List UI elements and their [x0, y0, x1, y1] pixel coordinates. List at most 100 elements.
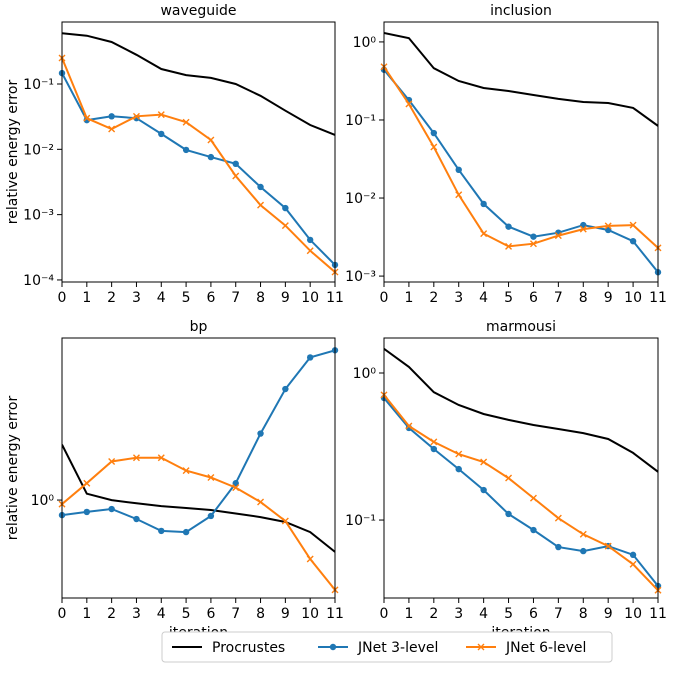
- x-tick-label: 10: [301, 290, 319, 306]
- point: [505, 474, 513, 482]
- point: [530, 526, 537, 534]
- x-tick-label: 11: [649, 606, 667, 622]
- point: [430, 143, 438, 151]
- point: [158, 130, 165, 138]
- point: [306, 236, 314, 244]
- point: [83, 479, 91, 487]
- x-tick-label: 6: [529, 290, 538, 306]
- subplot: 0 1 2 3 4 5 6 7 8 9 10 11 10⁻³ 10⁻² 10⁻¹ 10⁰ inclusion: [345, 3, 667, 306]
- y-tick-label: 10⁻¹: [23, 77, 54, 93]
- point: [455, 465, 462, 473]
- y-tick-label: 10⁰: [353, 35, 377, 51]
- x-tick-label: 9: [604, 606, 613, 622]
- point: [430, 438, 438, 446]
- x-tick-label: 2: [107, 290, 116, 306]
- x-tick-label: 7: [554, 290, 563, 306]
- x-tick-label: 4: [157, 290, 166, 306]
- point: [480, 200, 487, 208]
- y-tick-label: 10⁻³: [23, 208, 54, 224]
- point: [157, 454, 165, 462]
- subplot-title: waveguide: [160, 3, 236, 19]
- subplot: 0123456789101110⁰bpiterationrelative ene…: [5, 319, 344, 641]
- point: [505, 242, 513, 250]
- point: [455, 191, 463, 199]
- point: [554, 514, 562, 522]
- point: [182, 528, 190, 536]
- point: [232, 480, 239, 487]
- point: [108, 125, 116, 133]
- x-tick-label: 1: [404, 606, 413, 622]
- x-tick-label: 2: [107, 606, 116, 622]
- x-tick-label: 0: [58, 290, 67, 306]
- x-tick-label: 9: [281, 606, 290, 622]
- x-tick-label: 8: [256, 290, 265, 306]
- point: [604, 542, 612, 550]
- point: [133, 515, 140, 523]
- y-tick-label: 10⁻²: [345, 191, 376, 207]
- point: [108, 505, 115, 513]
- point: [207, 136, 215, 144]
- x-tick-label: 9: [281, 290, 290, 306]
- x-tick-label: 3: [132, 290, 141, 306]
- series-line: [384, 69, 658, 273]
- x-tick-label: 0: [380, 606, 389, 622]
- point: [480, 458, 488, 466]
- legend-marker: [477, 643, 485, 651]
- point: [157, 111, 165, 119]
- point: [629, 560, 637, 568]
- series-line: [62, 57, 335, 273]
- x-tick-label: 11: [326, 606, 344, 622]
- point: [83, 508, 91, 516]
- point: [480, 230, 488, 238]
- point: [430, 445, 438, 453]
- series-line: [62, 349, 335, 534]
- point: [629, 237, 637, 245]
- x-tick-label: 5: [182, 290, 191, 306]
- x-tick-label: 1: [82, 606, 91, 622]
- point: [207, 153, 215, 161]
- x-tick-label: 3: [454, 606, 463, 622]
- x-tick-label: 1: [404, 290, 413, 306]
- subplot-title: inclusion: [490, 3, 552, 19]
- point: [257, 430, 264, 437]
- point: [132, 112, 140, 120]
- point: [232, 160, 239, 168]
- point: [306, 354, 314, 361]
- y-tick-label: 10⁻¹: [345, 113, 376, 129]
- y-tick-label: 10⁻³: [345, 269, 376, 285]
- point: [281, 222, 289, 230]
- series-line: [384, 394, 658, 591]
- point: [604, 222, 612, 230]
- point: [257, 201, 265, 209]
- y-axis-label: relative energy error: [5, 396, 21, 541]
- y-tick-label: 10⁰: [353, 366, 377, 382]
- series-line: [384, 66, 658, 249]
- x-tick-label: 3: [132, 606, 141, 622]
- x-tick-label: 6: [529, 606, 538, 622]
- legend-label: JNet 3-level: [357, 640, 438, 656]
- point: [282, 204, 289, 212]
- axes-frame: [61, 21, 336, 283]
- point: [505, 510, 512, 518]
- point: [455, 166, 462, 174]
- series-line: [384, 347, 658, 473]
- axes-frame: [383, 337, 659, 599]
- x-tick-label: 7: [231, 290, 240, 306]
- y-tick-label: 10⁻²: [23, 142, 54, 158]
- point: [282, 385, 289, 393]
- series-line: [62, 444, 335, 553]
- point: [257, 498, 265, 506]
- x-tick-label: 5: [182, 606, 191, 622]
- point: [505, 223, 512, 230]
- point: [108, 113, 115, 120]
- x-tick-label: 8: [579, 290, 588, 306]
- series-line: [62, 72, 335, 266]
- point: [580, 547, 587, 555]
- x-tick-label: 10: [301, 606, 319, 622]
- legend-marker: [329, 643, 337, 651]
- subplot: 0 1 2 3 4 5 6 7 8 9 10 11 10⁻⁴ 10⁻³ 10⁻² 10⁻¹ waveguide r…: [5, 3, 344, 306]
- point: [207, 512, 215, 520]
- x-tick-label: 4: [479, 290, 488, 306]
- point: [629, 551, 637, 559]
